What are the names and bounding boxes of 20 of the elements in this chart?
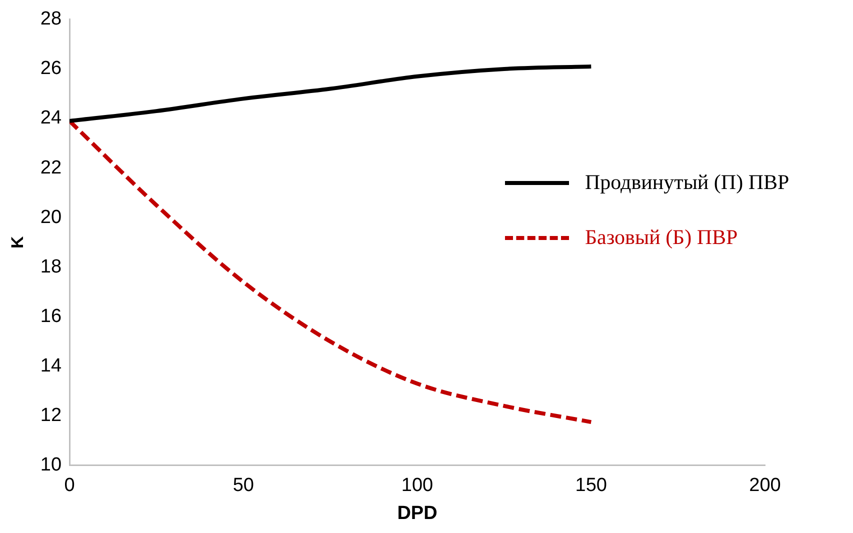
y-tick-label: 26 bbox=[40, 58, 62, 80]
y-tick-label: 20 bbox=[40, 206, 62, 228]
y-axis-title: K bbox=[8, 236, 27, 249]
line-series bbox=[70, 64, 594, 123]
legend-label: Продвинутый (П) ПВР bbox=[585, 170, 790, 195]
x-tick-label: 0 bbox=[64, 475, 75, 496]
y-tick-label: 28 bbox=[40, 8, 62, 30]
y-tick-label: 24 bbox=[40, 108, 62, 129]
x-tick-label: 50 bbox=[232, 475, 254, 496]
legend-label: Базовый (Б) ПВР bbox=[585, 225, 738, 250]
y-tick-label: 10 bbox=[40, 454, 62, 476]
x-axis-title: DPD bbox=[397, 502, 438, 524]
y-tick-label: 22 bbox=[40, 157, 62, 178]
y-tick-label: 12 bbox=[40, 405, 62, 426]
x-tick-label: 200 bbox=[749, 475, 781, 496]
x-tick-label: 150 bbox=[575, 475, 607, 496]
y-tick-label: 18 bbox=[40, 256, 62, 278]
y-tick-label: 14 bbox=[40, 356, 62, 377]
y-tick-label: 16 bbox=[40, 306, 62, 327]
x-tick-label: 100 bbox=[401, 475, 434, 496]
